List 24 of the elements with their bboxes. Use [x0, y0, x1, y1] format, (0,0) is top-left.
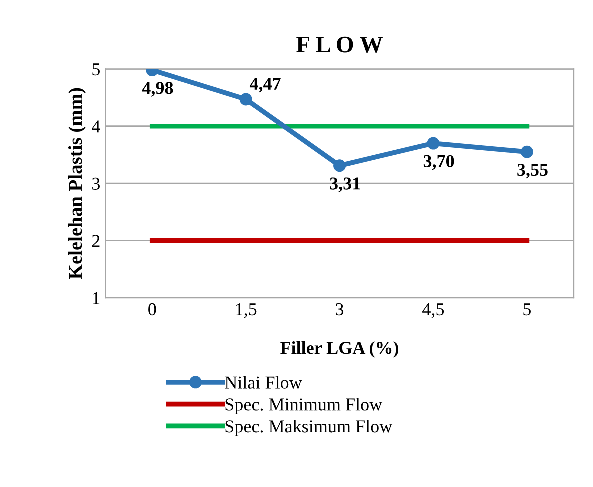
- data-label: 4,47: [250, 78, 281, 93]
- x-tick-label: 1,5: [236, 304, 257, 318]
- data-label: 3,31: [330, 178, 360, 192]
- point: [520, 146, 534, 158]
- point: [334, 160, 346, 172]
- y-tick-label: 2: [92, 235, 100, 248]
- data-label: 4,98: [142, 82, 174, 97]
- chart-title: F L O W: [296, 36, 384, 53]
- x-axis-title: Filler LGA (%): [280, 342, 399, 358]
- x-tick-label: 0: [148, 303, 156, 316]
- y-tick-label: 5: [92, 64, 100, 76]
- y-tick-label: 1: [93, 292, 100, 304]
- y-axis-title: Kelelehan Plastis (mm): [68, 88, 86, 280]
- x-tick-label: 5: [524, 304, 531, 316]
- y-tick-label: 3: [92, 178, 100, 190]
- data-label: 3,70: [424, 155, 454, 170]
- data-label: 3,55: [518, 164, 548, 179]
- legend-label: Spec. Minimum Flow: [226, 398, 383, 414]
- point: [427, 137, 440, 150]
- x-tick-label: 4,5: [422, 304, 444, 318]
- x-tick-label: 3: [336, 303, 344, 316]
- y-tick-label: 4: [92, 120, 100, 133]
- legend-label: Spec. Maksimum Flow: [226, 420, 393, 436]
- legend-label: Nilai Flow: [225, 376, 302, 389]
